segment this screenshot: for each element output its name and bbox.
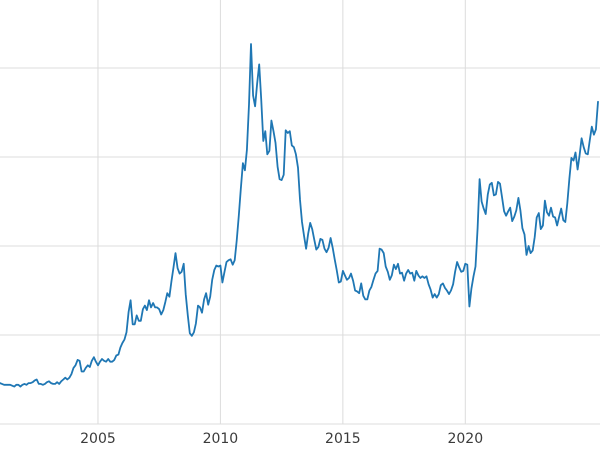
x-axis-tick-labels: 2005 2010 2015 2020 — [80, 431, 483, 447]
silver-price-usd-per-oz-monthly-line — [0, 43, 599, 388]
series-layer — [0, 43, 599, 388]
grid-layer — [0, 0, 600, 425]
x-tick-label-2015: 2015 — [325, 431, 361, 447]
x-tick-label-2010: 2010 — [203, 431, 239, 447]
x-tick-label-2020: 2020 — [447, 431, 483, 447]
x-tick-label-2005: 2005 — [80, 431, 116, 447]
